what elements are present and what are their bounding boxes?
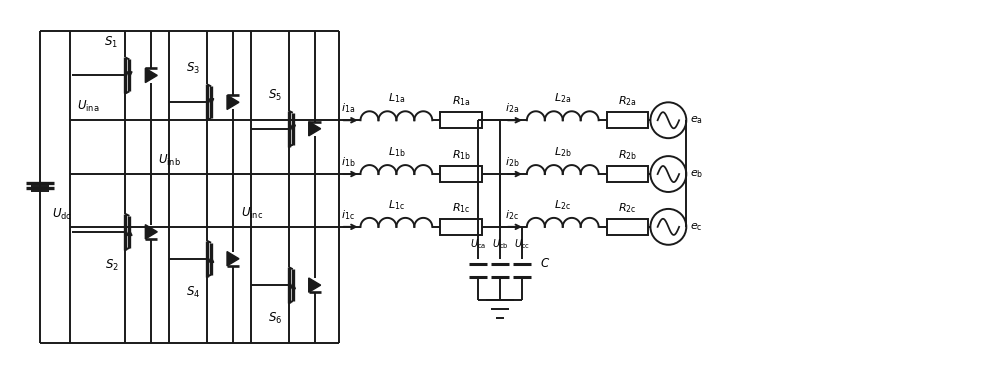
Text: $i_{\mathrm{1a}}$: $i_{\mathrm{1a}}$ <box>341 102 355 115</box>
Bar <box>607 166 648 182</box>
Text: $R_{\mathrm{2c}}$: $R_{\mathrm{2c}}$ <box>618 201 637 215</box>
Text: $S_2$: $S_2$ <box>105 258 118 273</box>
Text: $R_{\mathrm{2b}}$: $R_{\mathrm{2b}}$ <box>618 148 637 162</box>
Bar <box>607 219 648 235</box>
Polygon shape <box>145 68 157 83</box>
Text: $L_{\mathrm{1c}}$: $L_{\mathrm{1c}}$ <box>388 198 405 212</box>
Text: $i_{\mathrm{1c}}$: $i_{\mathrm{1c}}$ <box>341 208 354 222</box>
Polygon shape <box>227 95 239 109</box>
Text: $U_{\mathrm{ina}}$: $U_{\mathrm{ina}}$ <box>77 99 100 114</box>
Text: $U_{\mathrm{inb}}$: $U_{\mathrm{inb}}$ <box>158 153 181 168</box>
Text: $L_{\mathrm{2b}}$: $L_{\mathrm{2b}}$ <box>554 145 572 159</box>
Bar <box>440 166 482 182</box>
Text: $L_{\mathrm{1b}}$: $L_{\mathrm{1b}}$ <box>388 145 405 159</box>
Text: $S_1$: $S_1$ <box>104 35 118 49</box>
Text: $U_{\mathrm{inc}}$: $U_{\mathrm{inc}}$ <box>241 206 263 221</box>
Text: $S_6$: $S_6$ <box>268 311 282 326</box>
Bar <box>607 112 648 128</box>
Text: $e_{\mathrm{a}}$: $e_{\mathrm{a}}$ <box>690 114 703 126</box>
Text: $U_{\mathrm{cc}}$: $U_{\mathrm{cc}}$ <box>514 237 530 251</box>
Text: $i_{\mathrm{2c}}$: $i_{\mathrm{2c}}$ <box>505 208 519 222</box>
Text: $i_{\mathrm{1b}}$: $i_{\mathrm{1b}}$ <box>341 155 355 169</box>
Bar <box>440 219 482 235</box>
Text: $e_{\mathrm{b}}$: $e_{\mathrm{b}}$ <box>690 168 704 180</box>
Text: $i_{\mathrm{2a}}$: $i_{\mathrm{2a}}$ <box>505 102 519 115</box>
Text: $S_3$: $S_3$ <box>186 61 200 76</box>
Text: $e_{\mathrm{c}}$: $e_{\mathrm{c}}$ <box>690 221 703 233</box>
Bar <box>440 112 482 128</box>
Text: $i_{\mathrm{2b}}$: $i_{\mathrm{2b}}$ <box>505 155 520 169</box>
Text: $U_{\mathrm{dc}}$: $U_{\mathrm{dc}}$ <box>52 207 72 222</box>
Text: $R_{\mathrm{1a}}$: $R_{\mathrm{1a}}$ <box>452 94 471 108</box>
Text: $L_{\mathrm{2c}}$: $L_{\mathrm{2c}}$ <box>554 198 571 212</box>
Text: $C$: $C$ <box>540 257 550 270</box>
Text: $R_{\mathrm{1c}}$: $R_{\mathrm{1c}}$ <box>452 201 470 215</box>
Text: $U_{\mathrm{ca}}$: $U_{\mathrm{ca}}$ <box>470 237 486 251</box>
Polygon shape <box>145 225 157 239</box>
Text: $U_{\mathrm{cb}}$: $U_{\mathrm{cb}}$ <box>492 237 508 251</box>
Polygon shape <box>309 278 321 292</box>
Text: $S_5$: $S_5$ <box>268 88 282 103</box>
Polygon shape <box>227 251 239 266</box>
Text: $L_{\mathrm{2a}}$: $L_{\mathrm{2a}}$ <box>554 92 571 105</box>
Text: $R_{\mathrm{2a}}$: $R_{\mathrm{2a}}$ <box>618 94 637 108</box>
Text: $R_{\mathrm{1b}}$: $R_{\mathrm{1b}}$ <box>452 148 471 162</box>
Polygon shape <box>309 122 321 136</box>
Text: $S_4$: $S_4$ <box>186 285 200 300</box>
Text: $L_{\mathrm{1a}}$: $L_{\mathrm{1a}}$ <box>388 92 405 105</box>
